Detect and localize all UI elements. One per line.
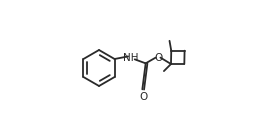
Text: NH: NH	[123, 53, 139, 63]
Text: O: O	[154, 53, 162, 63]
Text: O: O	[139, 92, 147, 102]
